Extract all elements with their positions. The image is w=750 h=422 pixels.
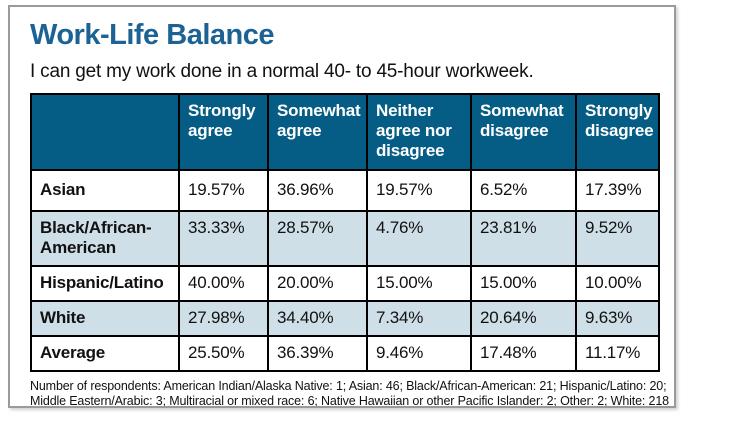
table-cell: 10.00% <box>575 265 660 302</box>
survey-statement: I can get my work done in a normal 40- t… <box>30 61 534 82</box>
table-cell: 23.81% <box>470 210 577 267</box>
work-life-balance-card: Work-Life Balance I can get my work done… <box>8 5 676 408</box>
table-cell: 36.96% <box>267 169 368 212</box>
table-cell: 7.34% <box>366 300 472 337</box>
table-cell: 36.39% <box>267 335 368 372</box>
column-header-somewhat-agree: Somewhat agree <box>267 93 368 171</box>
table-cell: 15.00% <box>366 265 472 302</box>
table-header-row: Strongly agree Somewhat agree Neither ag… <box>30 93 660 171</box>
table-cell: 20.64% <box>470 300 577 337</box>
row-label: Black/African-American <box>30 210 180 267</box>
table-cell: 28.57% <box>267 210 368 267</box>
page-title: Work-Life Balance <box>30 19 274 51</box>
row-label: Average <box>30 335 180 372</box>
table-cell: 25.50% <box>178 335 269 372</box>
table-row-hispanic-latino: Hispanic/Latino 40.00% 20.00% 15.00% 15.… <box>30 265 660 302</box>
table-cell: 15.00% <box>470 265 577 302</box>
table-cell: 19.57% <box>366 169 472 212</box>
table-cell: 17.39% <box>575 169 660 212</box>
table-cell: 40.00% <box>178 265 269 302</box>
table-cell: 6.52% <box>470 169 577 212</box>
table-cell: 4.76% <box>366 210 472 267</box>
column-header-strongly-agree: Strongly agree <box>178 93 269 171</box>
table-cell: 34.40% <box>267 300 368 337</box>
column-header-strongly-disagree: Strongly disagree <box>575 93 660 171</box>
table-row-black-african-american: Black/African-American 33.33% 28.57% 4.7… <box>30 210 660 267</box>
row-label: Hispanic/Latino <box>30 265 180 302</box>
row-label: White <box>30 300 180 337</box>
table-cell: 9.52% <box>575 210 660 267</box>
table-cell: 9.46% <box>366 335 472 372</box>
table-cell: 19.57% <box>178 169 269 212</box>
column-header-neither: Neither agree nor disagree <box>366 93 472 171</box>
footnote-line: Middle Eastern/Arabic: 3; Multiracial or… <box>30 394 669 408</box>
table-cell: 9.63% <box>575 300 660 337</box>
table-row-white: White 27.98% 34.40% 7.34% 20.64% 9.63% <box>30 300 660 337</box>
table-cell: 33.33% <box>178 210 269 267</box>
table-cell: 20.00% <box>267 265 368 302</box>
survey-results-table: Strongly agree Somewhat agree Neither ag… <box>30 93 660 372</box>
column-header-somewhat-disagree: Somewhat disagree <box>470 93 577 171</box>
table-row-average: Average 25.50% 36.39% 9.46% 17.48% 11.17… <box>30 335 660 372</box>
table-cell: 27.98% <box>178 300 269 337</box>
corner-header-cell <box>30 93 180 171</box>
table-cell: 11.17% <box>575 335 660 372</box>
respondents-footnote: Number of respondents: American Indian/A… <box>30 379 674 408</box>
table-cell: 17.48% <box>470 335 577 372</box>
footnote-line: Number of respondents: American Indian/A… <box>30 379 667 393</box>
row-label: Asian <box>30 169 180 212</box>
table-row-asian: Asian 19.57% 36.96% 19.57% 6.52% 17.39% <box>30 169 660 212</box>
